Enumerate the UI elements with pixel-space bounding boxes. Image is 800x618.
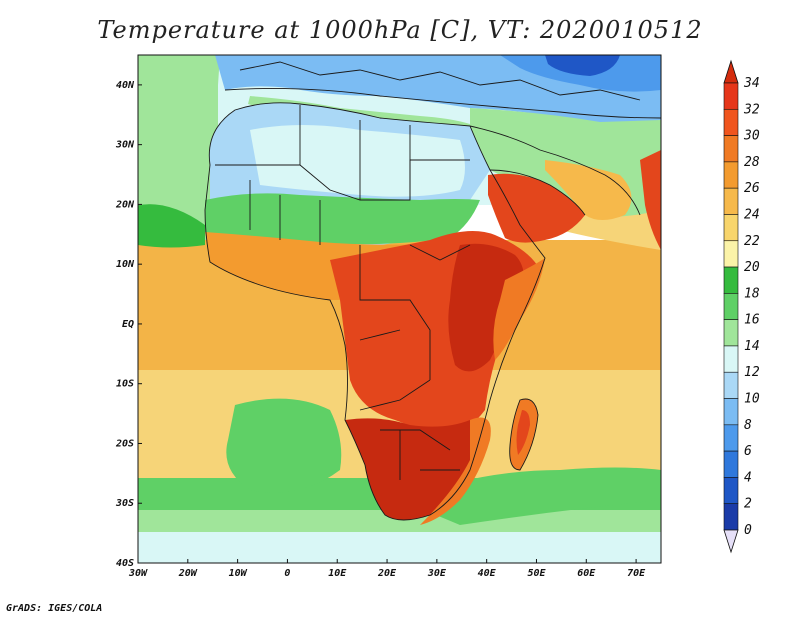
colorbar-swatch	[723, 82, 739, 110]
colorbar-swatch	[723, 135, 739, 163]
southern-africa-edge	[420, 417, 491, 525]
colorbar-label: 6	[744, 444, 752, 459]
colorbar-label: 20	[744, 260, 760, 275]
atlantic-green-belt	[138, 204, 205, 248]
arabia-warm	[545, 160, 632, 220]
x-axis-ticks: 30W 20W 10W 0 10E 20E 30E 40E 50E 60E 70E	[128, 559, 646, 579]
colorbar-label: 32	[743, 102, 760, 117]
x-tick-label: 0	[284, 568, 290, 579]
colorbar-under-arrow	[723, 529, 739, 554]
ocean-band-south-cold	[138, 532, 661, 563]
colorbar-swatch	[723, 240, 739, 268]
colorbar-label: 12	[744, 365, 760, 380]
chart-title: Temperature at 1000hPa [C], VT: 20200105…	[97, 16, 703, 44]
southern-africa-hot	[345, 418, 478, 520]
x-tick-label: 10W	[229, 568, 248, 579]
arabia-hot	[488, 173, 585, 243]
colorbar-label: 26	[744, 181, 760, 196]
x-tick-label: 20E	[377, 568, 397, 579]
colorbar-label: 34	[743, 76, 760, 91]
x-tick-label: 60E	[577, 568, 596, 579]
colorbar-swatch	[723, 371, 739, 399]
y-tick-label: 10S	[116, 379, 134, 390]
coastlines-and-borders	[204, 61, 661, 521]
colorbar-label: 14	[744, 339, 760, 354]
colorbar-label: 28	[744, 155, 760, 170]
colorbar-label: 4	[744, 470, 752, 485]
colorbar-label: 0	[744, 523, 752, 538]
colorbar-swatch	[723, 108, 739, 136]
colorbar-label: 30	[743, 129, 760, 144]
horn-warm	[493, 258, 545, 360]
colorbar-swatch	[723, 161, 739, 189]
y-axis-ticks: 40N 30N 20N 10N EQ 10S 20S 30S 40S	[115, 80, 142, 569]
colorbar-label: 16	[744, 313, 760, 328]
x-tick-label: 30W	[128, 568, 148, 579]
atlantic-cool-north	[138, 55, 220, 205]
colorbar-swatch	[723, 450, 739, 478]
south-atlantic-green-blob	[226, 398, 342, 493]
europe-coldest	[545, 55, 620, 76]
x-tick-label: 10E	[328, 568, 347, 579]
plot-frame	[137, 54, 662, 564]
y-tick-label: 30N	[115, 140, 135, 151]
colorbar-swatch	[723, 345, 739, 373]
sahel-green	[205, 193, 480, 245]
y-tick-label: 20N	[115, 199, 135, 210]
colorbar-swatch	[723, 424, 739, 452]
temperature-field	[138, 55, 661, 563]
colorbar-label: 24	[744, 207, 760, 222]
india-edge	[640, 150, 661, 250]
colorbar-swatch	[723, 266, 739, 294]
x-tick-label: 20W	[178, 568, 198, 579]
east-africa-very-hot	[448, 243, 524, 372]
colorbar-swatch	[723, 293, 739, 320]
y-tick-label: 20S	[115, 438, 134, 449]
x-tick-label: 40E	[478, 568, 497, 579]
colorbar-swatch	[723, 214, 739, 242]
y-tick-label: 40N	[116, 80, 135, 91]
madagascar-hot	[516, 410, 530, 455]
x-tick-label: 70E	[627, 568, 646, 579]
sahara-cool	[250, 125, 465, 197]
colorbar-swatch	[723, 477, 739, 505]
colorbar-label: 18	[744, 286, 760, 301]
colorbar-over-arrow	[723, 59, 739, 84]
colorbar-label: 22	[744, 234, 760, 249]
colorbar-swatch	[723, 503, 739, 531]
colorbar-swatch	[723, 398, 739, 426]
colorbar-label: 8	[744, 418, 752, 433]
colorbar-label: 2	[744, 497, 752, 512]
colorbar-swatch	[723, 319, 739, 347]
y-tick-label: 40S	[116, 558, 134, 569]
x-tick-label: 30E	[427, 568, 447, 579]
y-tick-label: 30S	[115, 498, 134, 509]
credit-text: GrADS: IGES/COLA	[6, 603, 103, 614]
y-tick-label: EQ	[122, 319, 134, 330]
colorbar-swatch	[723, 187, 739, 215]
x-tick-label: 50E	[527, 568, 546, 579]
colorbar-label: 10	[744, 392, 760, 407]
y-tick-label: 10N	[116, 259, 135, 270]
